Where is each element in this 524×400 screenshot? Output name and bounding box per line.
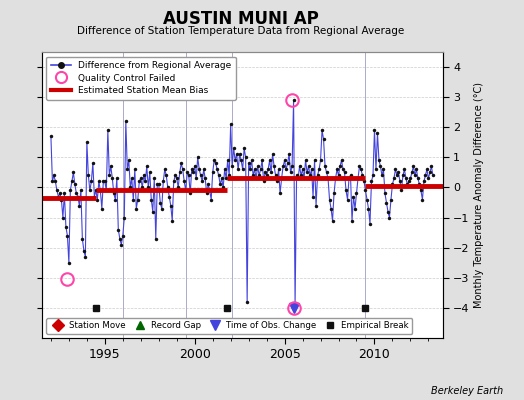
Y-axis label: Monthly Temperature Anomaly Difference (°C): Monthly Temperature Anomaly Difference (… xyxy=(474,82,484,308)
Legend: Station Move, Record Gap, Time of Obs. Change, Empirical Break: Station Move, Record Gap, Time of Obs. C… xyxy=(46,318,412,334)
Text: Difference of Station Temperature Data from Regional Average: Difference of Station Temperature Data f… xyxy=(78,26,405,36)
Text: Berkeley Earth: Berkeley Earth xyxy=(431,386,503,396)
Text: AUSTIN MUNI AP: AUSTIN MUNI AP xyxy=(163,10,319,28)
